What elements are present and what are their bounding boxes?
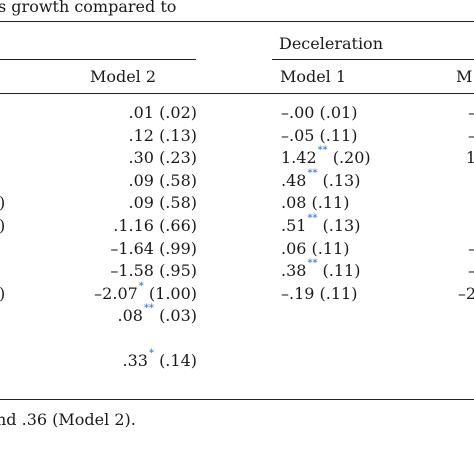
coefficient-value: .08 [281, 193, 307, 212]
standard-error: (.13) [322, 216, 361, 235]
standard-error: (.58) [159, 193, 197, 212]
standard-error: (.66) [159, 216, 197, 235]
cell-deceleration-model-1: .48** (.13) [281, 168, 361, 190]
cell-model-2: .09 (.58) [129, 171, 197, 190]
standard-error: (1.00) [148, 284, 197, 303]
cell-model-2: .1.16 (.66) [113, 216, 197, 235]
cell-deceleration-model-2: 1 [465, 148, 474, 167]
cell-deceleration-model-1: –.00 (.01) [281, 103, 357, 122]
row-label-fragment: ) [0, 216, 5, 235]
row-label-fragment: ) [0, 284, 5, 303]
table-footnote: nd .36 (Model 2). [0, 410, 136, 429]
cell-model-2: .09 (.58) [129, 193, 197, 212]
row-label-fragment: ) [0, 193, 5, 212]
significance-marker: ** [307, 213, 318, 224]
standard-error: (.01) [319, 103, 358, 122]
coefficient-value: .51 [281, 216, 307, 235]
cell-deceleration-model-1: –.05 (.11) [281, 126, 357, 145]
significance-marker: * [148, 348, 154, 359]
cell-model-2: .08** (.03) [117, 303, 197, 325]
cell-model-2: –2.07* (1.00) [94, 281, 197, 303]
cell-deceleration-model-1: .08 (.11) [281, 193, 349, 212]
cell-deceleration-model-2: – [468, 103, 474, 122]
bottom-rule [0, 399, 474, 400]
coefficient-value: .33 [122, 351, 148, 370]
cell-deceleration-model-1: .51** (.13) [281, 213, 361, 235]
cell-model-2: .01 (.02) [129, 103, 197, 122]
significance-marker: ** [143, 303, 154, 314]
left-header-underline [0, 59, 196, 60]
standard-error: (.20) [332, 148, 371, 167]
coefficient-value: .09 [128, 193, 154, 212]
standard-error: (.03) [159, 306, 197, 325]
coefficient-value: .06 [281, 239, 307, 258]
cell-deceleration-model-1: –.19 (.11) [281, 284, 357, 303]
cell-deceleration-model-1: .06 (.11) [281, 239, 349, 258]
coefficient-value: –.05 [281, 126, 315, 145]
cell-deceleration-model-2: – [468, 126, 474, 145]
group-header-deceleration: Deceleration [279, 34, 383, 53]
standard-error: (.11) [311, 193, 350, 212]
coefficient-value: –.19 [281, 284, 315, 303]
column-header-deceleration-model-1: Model 1 [279, 67, 347, 86]
standard-error: (.14) [159, 351, 197, 370]
significance-marker: ** [307, 258, 318, 269]
standard-error: (.13) [159, 126, 197, 145]
coefficient-value: .38 [281, 261, 307, 280]
standard-error: (.23) [159, 148, 197, 167]
coefficient-value: .09 [128, 171, 154, 190]
coefficient-value: –.00 [281, 103, 315, 122]
coefficient-value: –1.64 [110, 239, 154, 258]
significance-marker: ** [307, 168, 318, 179]
coefficient-value: –2.07 [94, 284, 138, 303]
coefficient-value: .12 [128, 126, 154, 145]
standard-error: (.58) [159, 171, 197, 190]
cell-deceleration-model-2: –2 [457, 284, 474, 303]
column-header-model-2: Model 2 [89, 67, 157, 86]
coefficient-value: .01 [128, 103, 154, 122]
cell-model-2: –1.64 (.99) [110, 239, 197, 258]
coefficient-value: .1.16 [113, 216, 154, 235]
standard-error: (.99) [159, 239, 197, 258]
cell-model-2: –1.58 (.95) [110, 261, 197, 280]
standard-error: (.11) [322, 261, 361, 280]
cell-deceleration-model-2: – [468, 239, 474, 258]
coefficient-value: –1.58 [110, 261, 154, 280]
standard-error: (.02) [159, 103, 197, 122]
coefficient-value: 1.42 [281, 148, 317, 167]
cell-model-2: .30 (.23) [129, 148, 197, 167]
top-rule [0, 21, 474, 22]
cell-deceleration-model-2: – [468, 261, 474, 280]
group-header-underline [272, 59, 474, 60]
coefficient-value: .48 [281, 171, 307, 190]
header-bottom-rule [0, 93, 474, 94]
standard-error: (.11) [319, 126, 358, 145]
standard-error: (.11) [319, 284, 358, 303]
cell-deceleration-model-1: 1.42** (.20) [281, 145, 371, 167]
cell-deceleration-model-1: .38** (.11) [281, 258, 361, 280]
cell-model-2: .33* (.14) [122, 348, 197, 370]
standard-error: (.11) [311, 239, 350, 258]
standard-error: (.95) [159, 261, 197, 280]
significance-marker: * [138, 281, 144, 292]
coefficient-value: .30 [128, 148, 154, 167]
column-header-deceleration-model-2: M [456, 67, 473, 86]
standard-error: (.13) [322, 171, 361, 190]
significance-marker: ** [317, 145, 328, 156]
table-caption: s growth compared to [0, 0, 177, 16]
cell-model-2: .12 (.13) [129, 126, 197, 145]
coefficient-value: .08 [117, 306, 143, 325]
